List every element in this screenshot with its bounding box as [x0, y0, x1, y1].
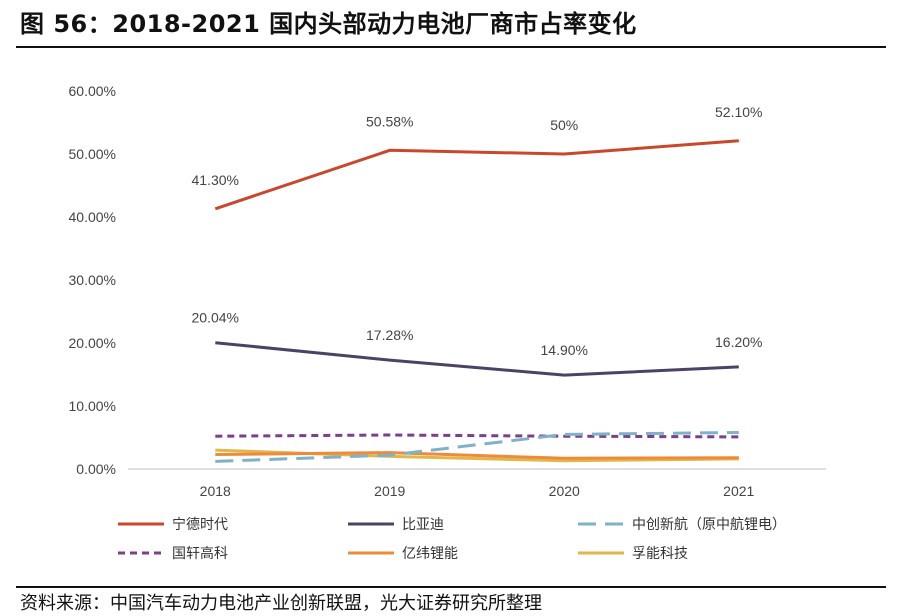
chart-lines — [214, 139, 739, 463]
x-tick-label: 2019 — [374, 483, 405, 499]
data-label: 41.30% — [192, 172, 239, 188]
chart-legend: 宁德时代 比亚迪 中创新航（原中航锂电） 国轩高科 亿纬锂能 孚能科技 — [118, 516, 786, 562]
data-label: 50% — [550, 117, 578, 133]
y-tick-label: 0.00% — [76, 461, 116, 477]
x-tick-label: 2020 — [549, 483, 580, 499]
series-line — [215, 431, 739, 463]
y-tick-label: 20.00% — [69, 335, 116, 351]
source-note: 资料来源：中国汽车动力电池产业创新联盟，光大证券研究所整理 — [20, 593, 542, 614]
data-label: 17.28% — [366, 327, 413, 343]
data-label: 14.90% — [541, 342, 588, 358]
y-tick-label: 30.00% — [69, 272, 116, 288]
chart-data-labels: 41.30% 50.58% 50% 52.10% 20.04% 17.28% 14.90% 1… — [192, 104, 763, 358]
series-line — [215, 433, 739, 439]
title-rule — [16, 46, 886, 48]
legend-label: 宁德时代 — [172, 516, 228, 533]
legend-label: 比亚迪 — [402, 517, 444, 533]
legend-label: 中创新航（原中航锂电） — [632, 517, 786, 533]
x-tick-label: 2018 — [200, 483, 231, 499]
data-label: 16.20% — [715, 334, 762, 350]
chart-axes: 0.00% 10.00% 20.00% 30.00% 40.00% 50.00% 60.00… — [69, 83, 826, 499]
series-line — [215, 451, 739, 460]
data-label: 20.04% — [192, 310, 239, 326]
source-rule — [16, 586, 886, 588]
figure-title: 图 56：2018-2021 国内头部动力电池厂商市占率变化 — [20, 10, 637, 38]
legend-label: 孚能科技 — [632, 546, 688, 562]
y-tick-label: 10.00% — [69, 398, 116, 414]
y-tick-label: 40.00% — [69, 209, 116, 225]
x-tick-label: 2021 — [723, 483, 754, 499]
data-label: 52.10% — [715, 104, 762, 120]
legend-label: 国轩高科 — [172, 545, 228, 562]
series-line — [215, 341, 739, 377]
series-line — [214, 139, 739, 211]
legend-label: 亿纬锂能 — [402, 546, 458, 562]
data-label: 50.58% — [366, 113, 413, 129]
y-tick-label: 50.00% — [69, 146, 116, 162]
y-tick-label: 60.00% — [69, 83, 116, 99]
